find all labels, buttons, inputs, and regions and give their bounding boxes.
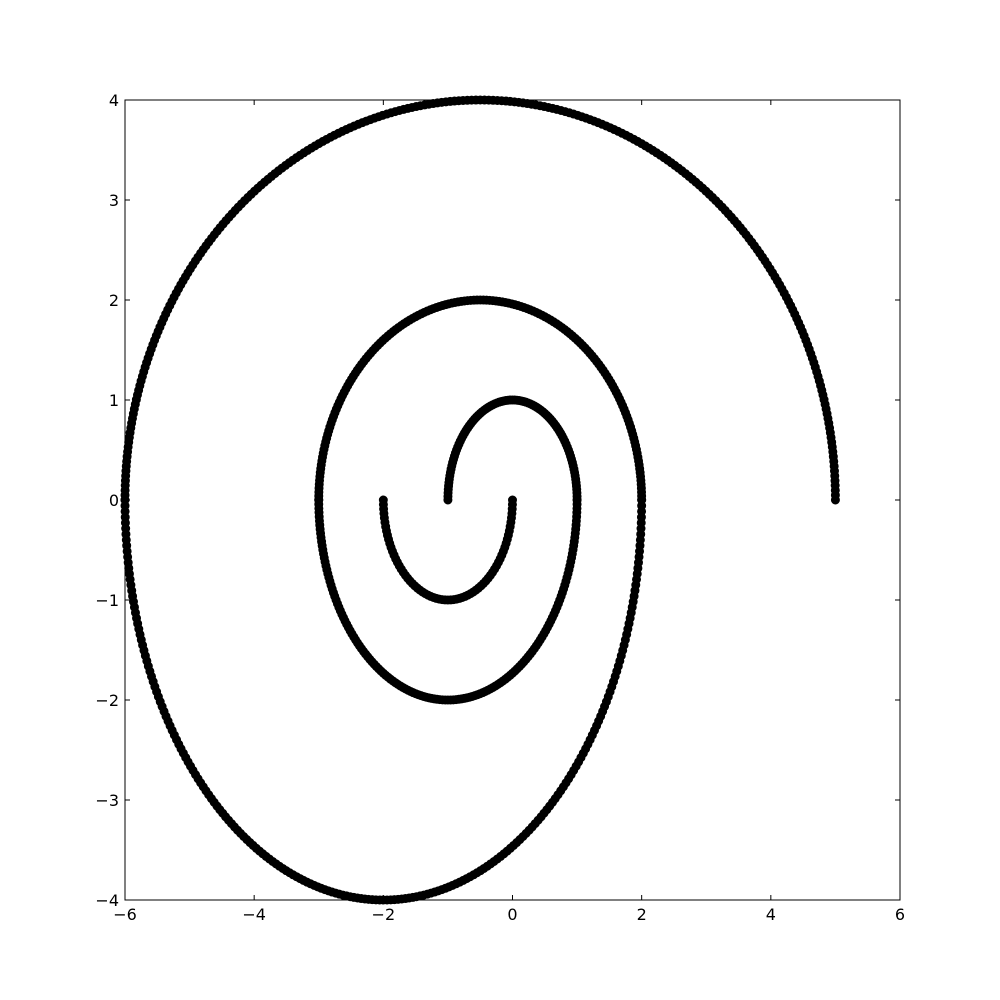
x-tick-label: −6: [113, 905, 137, 924]
y-tick-label: 4: [109, 91, 119, 110]
x-tick-label: 4: [766, 905, 776, 924]
y-tick-label: 3: [109, 191, 119, 210]
x-axis-tick-labels: −6 −4 −2 0 2 4 6: [113, 905, 905, 924]
y-tick-label: −3: [95, 791, 119, 810]
y-tick-label: −2: [95, 691, 119, 710]
y-tick-label: 0: [109, 491, 119, 510]
x-tick-label: 2: [637, 905, 647, 924]
y-tick-label: 2: [109, 291, 119, 310]
x-tick-label: 6: [895, 905, 905, 924]
x-tick-label: −4: [242, 905, 266, 924]
y-tick-label: −1: [95, 591, 119, 610]
plot-area: [120, 95, 840, 905]
scatter-point: [378, 495, 388, 505]
y-axis-tick-labels: −4 −3 −2 −1 0 1 2 3 4: [95, 91, 119, 910]
scatter-point: [830, 495, 840, 505]
y-tick-label: 1: [109, 391, 119, 410]
x-tick-label: 0: [507, 905, 517, 924]
x-tick-label: −2: [372, 905, 396, 924]
axis-ticks: [124, 99, 901, 901]
y-tick-label: −4: [95, 891, 119, 910]
